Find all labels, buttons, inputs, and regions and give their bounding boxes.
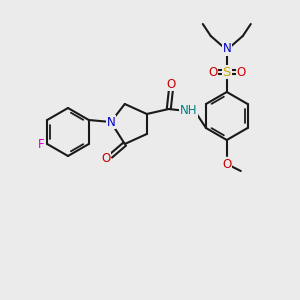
- Text: O: O: [101, 152, 110, 166]
- Text: N: N: [106, 116, 115, 128]
- Text: O: O: [208, 65, 218, 79]
- Text: F: F: [38, 137, 44, 151]
- Text: NH: NH: [180, 104, 197, 118]
- Text: N: N: [222, 43, 231, 56]
- Text: O: O: [236, 65, 245, 79]
- Text: O: O: [222, 158, 231, 170]
- Text: S: S: [223, 65, 231, 79]
- Text: O: O: [166, 77, 176, 91]
